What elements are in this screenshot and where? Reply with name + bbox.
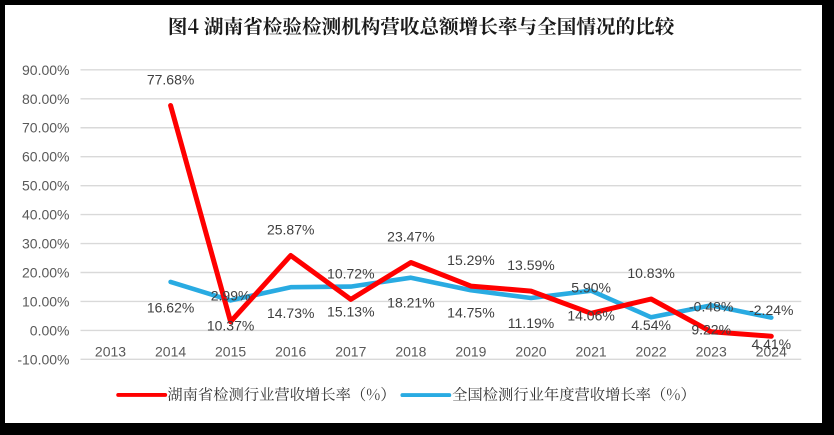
svg-text:13.59%: 13.59% (507, 257, 554, 273)
svg-text:30.00%: 30.00% (22, 236, 69, 252)
svg-text:16.62%: 16.62% (147, 299, 194, 315)
svg-text:10.72%: 10.72% (327, 265, 374, 281)
svg-text:23.47%: 23.47% (387, 229, 434, 245)
svg-text:2.99%: 2.99% (211, 288, 251, 304)
svg-text:25.87%: 25.87% (267, 222, 314, 238)
svg-text:2017: 2017 (335, 344, 366, 360)
svg-text:10.00%: 10.00% (22, 293, 69, 309)
svg-text:2016: 2016 (275, 344, 306, 360)
svg-text:77.68%: 77.68% (147, 71, 194, 87)
svg-text:2015: 2015 (215, 344, 246, 360)
svg-text:14.06%: 14.06% (567, 307, 614, 323)
svg-text:20.00%: 20.00% (22, 265, 69, 281)
svg-text:80.00%: 80.00% (22, 91, 69, 107)
svg-text:2022: 2022 (636, 344, 667, 360)
svg-text:2019: 2019 (455, 344, 486, 360)
svg-text:2021: 2021 (576, 344, 607, 360)
svg-text:10.37%: 10.37% (207, 317, 254, 333)
svg-text:2023: 2023 (696, 344, 727, 360)
svg-text:2024: 2024 (756, 344, 787, 360)
svg-text:2013: 2013 (95, 344, 126, 360)
svg-text:4.41%: 4.41% (751, 336, 791, 352)
svg-text:40.00%: 40.00% (22, 207, 69, 223)
svg-text:15.13%: 15.13% (327, 304, 374, 320)
svg-text:90.00%: 90.00% (22, 62, 69, 78)
svg-text:4.54%: 4.54% (631, 317, 671, 333)
svg-text:2014: 2014 (155, 344, 186, 360)
svg-text:9.22%: 9.22% (691, 321, 731, 337)
svg-text:70.00%: 70.00% (22, 120, 69, 136)
svg-text:-0.48%: -0.48% (689, 298, 733, 314)
svg-text:5.90%: 5.90% (571, 279, 611, 295)
svg-text:11.19%: 11.19% (508, 315, 554, 331)
svg-text:50.00%: 50.00% (22, 178, 69, 194)
svg-text:14.73%: 14.73% (267, 305, 314, 321)
svg-text:18.21%: 18.21% (387, 295, 434, 311)
svg-text:-2.24%: -2.24% (749, 302, 793, 318)
svg-text:2018: 2018 (395, 344, 426, 360)
svg-text:10.83%: 10.83% (627, 265, 674, 281)
svg-text:14.75%: 14.75% (447, 305, 494, 321)
svg-text:0.00%: 0.00% (30, 322, 70, 338)
svg-text:2020: 2020 (515, 344, 546, 360)
svg-text:-10.00%: -10.00% (17, 351, 69, 367)
svg-text:60.00%: 60.00% (22, 149, 69, 165)
svg-text:15.29%: 15.29% (447, 252, 494, 268)
